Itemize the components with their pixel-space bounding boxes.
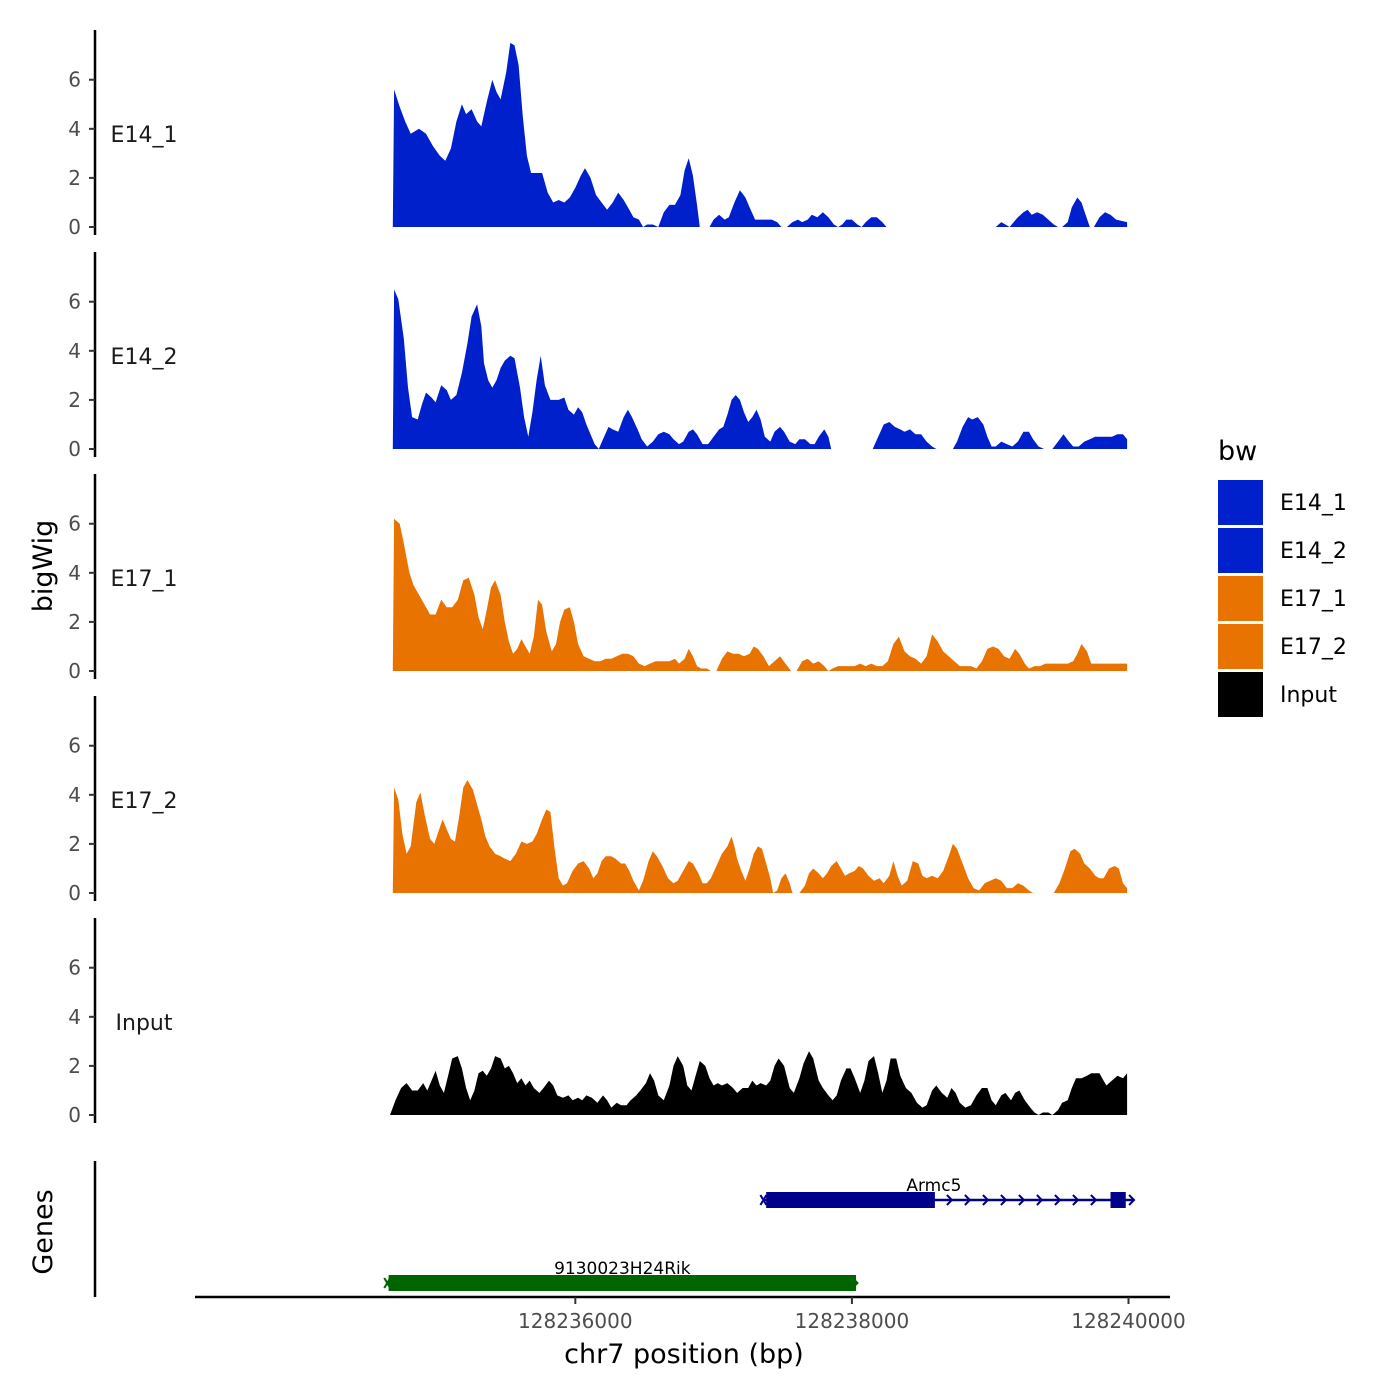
area-e17-2: [392, 780, 1128, 893]
y-tick-label: 6: [68, 68, 81, 92]
y-axis-title: bigWig: [28, 520, 59, 613]
strand-arrow: [964, 1194, 972, 1206]
y-tick-label: 6: [68, 956, 81, 980]
area-e17-1: [392, 518, 1128, 671]
track-label: E14_2: [111, 345, 178, 370]
track-e17-2: 0 2 4 6 E17_2: [68, 696, 1128, 905]
legend-swatch: [1218, 624, 1263, 669]
track-label: E17_2: [111, 789, 178, 814]
track-e14-1: 0 2 4 6 E14_1: [68, 30, 1128, 239]
y-tick-label: 0: [68, 215, 81, 239]
coverage-tracks: 0 2 4 6 E14_1 0 2 4 6 E14_2 0 2 4 6 E17_1 0 2 4 6 E17_2 0 2 4 6…: [68, 30, 1128, 1127]
legend-swatch: [1218, 576, 1263, 621]
legend-swatch: [1218, 528, 1263, 573]
legend-item: E14_1: [1218, 480, 1347, 525]
legend-label: E14_2: [1280, 539, 1347, 564]
track-e14-2: 0 2 4 6 E14_2: [68, 252, 1128, 461]
gene-end-marker: [851, 1277, 859, 1289]
y-tick-label: 0: [68, 881, 81, 905]
strand-arrow: [1054, 1194, 1062, 1206]
strand-arrow: [982, 1194, 990, 1206]
y-tick-label: 2: [68, 832, 81, 856]
gene-exon: [388, 1275, 857, 1291]
x-tick-label: 128238000: [795, 1309, 910, 1333]
track-e17-1: 0 2 4 6 E17_1: [68, 474, 1128, 683]
gene-exon: [766, 1192, 935, 1208]
x-tick-label: 128236000: [518, 1309, 633, 1333]
track-input: 0 2 4 6 Input: [68, 918, 1128, 1127]
legend-item: Input: [1218, 672, 1337, 717]
strand-arrow: [1018, 1194, 1026, 1206]
strand-arrow: [1000, 1194, 1008, 1206]
y-tick-label: 2: [68, 1054, 81, 1078]
x-tick-label: 128240000: [1071, 1309, 1186, 1333]
legend-item: E14_2: [1218, 528, 1347, 573]
legend-swatch: [1218, 480, 1263, 525]
strand-arrow: [1036, 1194, 1044, 1206]
gene-label: Armc5: [906, 1176, 961, 1196]
legend-item: E17_2: [1218, 624, 1347, 669]
legend-title: bw: [1218, 436, 1257, 467]
gene-exon: [1110, 1192, 1126, 1208]
y-tick-label: 6: [68, 290, 81, 314]
gene-label: 9130023H24Rik: [554, 1259, 691, 1279]
strand-arrow: [946, 1194, 954, 1206]
y-tick-label: 4: [68, 783, 81, 807]
gene-9130023h24rik: 9130023H24Rik: [383, 1259, 859, 1291]
legend-label: E17_2: [1280, 635, 1347, 660]
y-tick-label: 6: [68, 734, 81, 758]
gene-end-marker: [1128, 1194, 1136, 1206]
y-tick-label: 0: [68, 437, 81, 461]
legend-swatch: [1218, 672, 1263, 717]
legend-label: E17_1: [1280, 587, 1347, 612]
track-label: E17_1: [111, 567, 178, 592]
x-axis: 128236000 128238000 128240000: [195, 1295, 1186, 1333]
y-tick-label: 2: [68, 388, 81, 412]
y-tick-label: 6: [68, 512, 81, 536]
gene-track: Armc5 9130023H24Rik: [93, 1161, 1136, 1297]
y-tick-label: 4: [68, 117, 81, 141]
area-input: [390, 1051, 1128, 1115]
y-tick-label: 4: [68, 1005, 81, 1029]
gene-armc5: Armc5: [759, 1176, 1136, 1208]
area-e14-1: [392, 42, 1128, 228]
y-tick-label: 0: [68, 1103, 81, 1127]
y-tick-label: 4: [68, 339, 81, 363]
gene-start-marker: [383, 1277, 392, 1289]
y-tick-label: 0: [68, 659, 81, 683]
axis-titles: bigWig Genes chr7 position (bp): [28, 520, 804, 1370]
strand-arrow: [1072, 1194, 1080, 1206]
y-tick-label: 2: [68, 166, 81, 190]
legend-label: Input: [1280, 683, 1337, 708]
legend-label: E14_1: [1280, 491, 1347, 516]
gene-start-marker: [759, 1194, 768, 1206]
legend: bw E14_1 E14_2 E17_1 E17_2 Input: [1218, 436, 1347, 717]
legend-item: E17_1: [1218, 576, 1347, 621]
strand-arrow: [1090, 1194, 1098, 1206]
area-e14-2: [392, 289, 1128, 449]
genes-axis-title: Genes: [28, 1189, 59, 1274]
x-axis-title: chr7 position (bp): [564, 1339, 804, 1370]
track-label: E14_1: [111, 123, 178, 148]
y-tick-label: 2: [68, 610, 81, 634]
track-label: Input: [116, 1011, 173, 1036]
y-tick-label: 4: [68, 561, 81, 585]
